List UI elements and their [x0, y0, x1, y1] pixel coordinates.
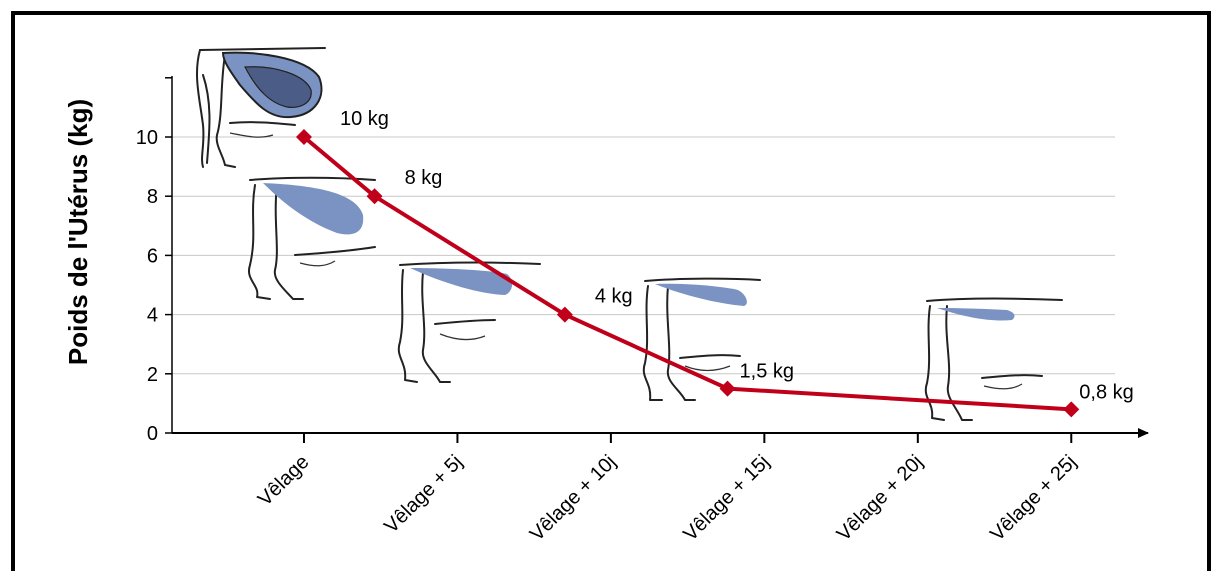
data-labels: 10 kg 8 kg 4 kg 1,5 kg 0,8 kg	[340, 108, 1134, 403]
data-point-marker	[366, 188, 383, 205]
data-label: 10 kg	[340, 108, 389, 130]
cow-illustration-day8	[397, 261, 541, 383]
data-label: 4 kg	[595, 286, 633, 308]
cow-illustration-day2	[247, 176, 376, 300]
y-tick-label: 2	[147, 364, 158, 386]
data-point-marker	[1063, 401, 1080, 418]
cow-illustration-calving	[196, 47, 326, 168]
y-tick-label: 0	[147, 423, 158, 445]
y-tick-label: 10	[136, 127, 158, 149]
data-label: 0,8 kg	[1079, 381, 1133, 403]
cow-illustration-day22	[924, 297, 1063, 421]
x-tick-label: Vêlage + 10j	[526, 451, 621, 546]
x-tick-label: Vêlage + 25j	[986, 451, 1081, 546]
x-tick-labels: Vêlage Vêlage + 5j Vêlage + 10j Vêlage + 15…	[254, 451, 1081, 546]
axes	[165, 76, 1149, 443]
data-series	[295, 129, 1080, 418]
y-tick-labels: 0 2 4 6 8 10	[136, 127, 158, 445]
x-tick-label: Vêlage + 5j	[380, 451, 467, 538]
x-tick-label: Vêlage	[254, 451, 314, 511]
data-point-marker	[295, 129, 312, 145]
y-tick-label: 6	[147, 245, 158, 267]
data-label: 1,5 kg	[740, 361, 794, 383]
data-label: 8 kg	[405, 167, 443, 189]
x-tick-label: Vêlage + 15j	[679, 451, 774, 546]
grid-lines	[172, 136, 1115, 375]
y-tick-label: 8	[147, 186, 158, 208]
data-point-marker	[556, 306, 573, 323]
chart-frame	[11, 11, 1211, 571]
cow-illustrations	[196, 47, 1063, 421]
y-tick-label: 4	[147, 305, 158, 327]
data-point-marker	[719, 380, 736, 397]
cow-illustration-day14	[642, 277, 761, 401]
y-axis-label: Poids de l'Utérus (kg)	[63, 99, 93, 365]
x-tick-label: Vêlage + 20j	[833, 451, 928, 546]
